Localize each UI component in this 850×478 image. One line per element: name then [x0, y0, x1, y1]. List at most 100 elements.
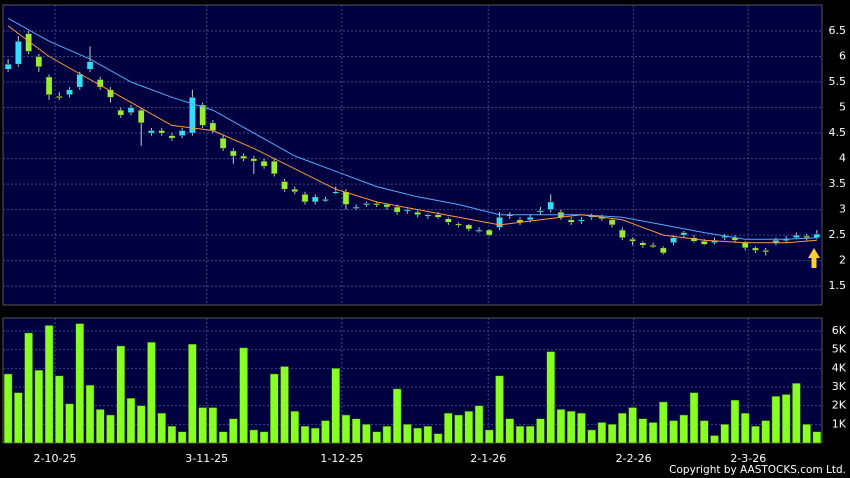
volume-bar — [607, 424, 617, 444]
candle-body — [445, 218, 452, 223]
volume-bar — [689, 392, 699, 444]
candle-body — [629, 238, 636, 242]
volume-bar — [300, 425, 310, 444]
volume-bar — [751, 425, 760, 444]
candle-body — [199, 104, 206, 126]
candle-body — [66, 89, 73, 96]
candle-body — [752, 247, 759, 251]
candle-body — [189, 97, 196, 134]
x-tick-label: 2-1-26 — [470, 452, 506, 465]
latest-arrow — [808, 248, 820, 268]
x-tick-label: 2-2-26 — [616, 452, 652, 465]
y-tick-label: 1.5 — [829, 279, 847, 292]
candle-body — [639, 242, 647, 246]
volume-bar — [55, 375, 64, 444]
candle-body — [762, 250, 770, 253]
candle-body — [803, 235, 810, 238]
candle-body — [475, 229, 483, 232]
moving-average-line — [7, 25, 817, 244]
y-tick-label: 5 — [839, 101, 846, 114]
volume-bar — [700, 420, 709, 444]
volume-bar — [444, 412, 453, 444]
y-tick-label: 5K — [832, 343, 847, 356]
volume-bar — [331, 368, 340, 444]
candle-body — [700, 240, 708, 245]
candle-body — [107, 89, 114, 98]
candle-body — [813, 233, 821, 238]
volume-bar — [75, 323, 85, 444]
candle-body — [55, 96, 63, 99]
y-tick-label: 4 — [839, 152, 846, 165]
volume-bar — [65, 403, 74, 444]
candle-body — [117, 109, 125, 116]
candle-body — [332, 191, 340, 194]
volume-bar — [771, 396, 781, 444]
volume-bar — [157, 412, 166, 444]
candle-body — [373, 203, 380, 206]
volume-bar — [792, 383, 801, 444]
copyright: Copyright by AASTOCKS.com Ltd. — [669, 464, 846, 476]
volume-bar — [270, 373, 279, 444]
candle-body — [485, 229, 493, 236]
y-tick-label: 3 — [839, 203, 846, 216]
candle-body — [127, 107, 135, 113]
candle-body — [209, 122, 217, 131]
volume-bar — [679, 414, 689, 444]
candle-body — [680, 232, 688, 236]
volume-bar — [34, 369, 44, 444]
candle-body — [301, 194, 309, 203]
volume-bar — [433, 433, 443, 444]
volume-bar — [96, 409, 105, 444]
volume-bar — [802, 424, 811, 444]
volume-bar — [106, 414, 115, 444]
candle-body — [363, 203, 370, 206]
y-tick-label: 3K — [832, 380, 847, 393]
volume-bar — [290, 411, 300, 444]
volume-bar — [382, 425, 392, 444]
volume-bar — [198, 407, 207, 444]
y-tick-label: 2 — [839, 254, 846, 267]
volume-bar — [556, 409, 566, 444]
volume-bar — [485, 429, 494, 444]
candle-body — [793, 234, 800, 238]
volume-bar — [597, 422, 607, 444]
volume-bar — [177, 431, 187, 444]
volume-bar — [618, 412, 627, 444]
volume-bar — [648, 422, 658, 444]
volume-bar — [515, 425, 525, 444]
candle-body — [741, 242, 749, 249]
candle-body — [342, 191, 350, 205]
candle-body — [434, 214, 442, 218]
volume-bar — [403, 424, 412, 444]
volume-bar — [812, 431, 822, 444]
volume-bar — [188, 343, 197, 444]
volume-bar — [536, 418, 545, 444]
y-tick-label: 6.5 — [829, 24, 847, 37]
y-tick-label: 4K — [832, 361, 847, 374]
candle-body — [250, 158, 258, 162]
candle-body — [158, 130, 166, 134]
plot-layer: 1.5 2 2.5 3 3.5 4 4.5 5 5.5 6 6.5 1K 2K 3K 4K 5K 6K 2-10-… — [3, 5, 847, 465]
candle-body — [404, 209, 411, 212]
y-tick-label: 4.5 — [829, 126, 847, 139]
candle-body — [526, 216, 534, 221]
candle-body — [670, 237, 677, 244]
candle-body — [383, 204, 391, 208]
candle-body — [260, 160, 268, 167]
volume-bar — [587, 429, 596, 444]
volume-bar — [218, 431, 228, 444]
candle-body — [393, 206, 401, 213]
volume-bar — [239, 347, 248, 444]
volume-bar — [761, 420, 770, 444]
candle-body — [465, 224, 473, 230]
volume-bar — [341, 414, 351, 444]
candle-body — [424, 214, 432, 217]
volume-bar — [208, 407, 218, 444]
volume-bar — [126, 397, 136, 444]
volume-bar — [116, 345, 125, 444]
volume-bar — [577, 412, 586, 444]
volume-bar — [392, 388, 402, 444]
volume-bar — [351, 418, 361, 444]
volume-bar — [147, 342, 156, 444]
volume-bar — [781, 394, 791, 444]
